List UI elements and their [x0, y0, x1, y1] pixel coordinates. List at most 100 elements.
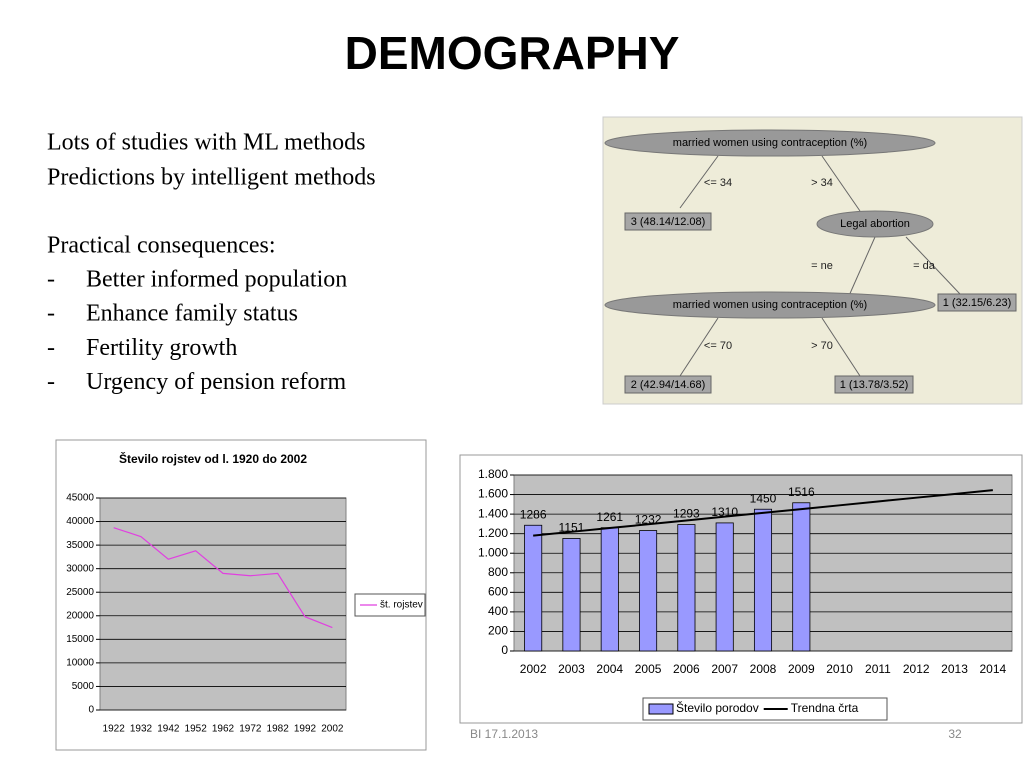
x-tick-label: 2004 [596, 662, 623, 676]
page-number: 32 [948, 727, 962, 741]
tree-node-label: Legal abortion [840, 218, 910, 230]
x-tick-label: 2002 [520, 662, 547, 676]
tree-edge [821, 317, 861, 377]
bar [753, 508, 773, 652]
y-tick-label: 0 [501, 643, 508, 657]
text-heading: Practical consequences: [47, 233, 276, 259]
x-tick-label: 2013 [941, 662, 968, 676]
x-tick-label: 2011 [865, 662, 891, 676]
bar [639, 530, 658, 652]
plot-area [99, 497, 347, 711]
y-tick-label: 20000 [66, 610, 94, 621]
bullet-text: Better informed population [86, 267, 347, 293]
x-tick-label: 1992 [294, 724, 317, 735]
tree-node [604, 129, 936, 157]
x-tick-label: 2003 [558, 662, 585, 676]
slide-title: DEMOGRAPHY [345, 27, 680, 79]
bar [715, 522, 734, 652]
tree-edge [679, 155, 719, 209]
y-tick-label: 5000 [72, 681, 95, 692]
y-tick-label: 0 [88, 705, 94, 716]
series-line [533, 489, 993, 537]
bar [524, 524, 543, 652]
bar [562, 538, 581, 652]
bar-value-label: 1516 [788, 485, 815, 499]
tree-leaf-label: 1 (32.15/6.23) [943, 297, 1012, 309]
bullet-marker: - [47, 301, 55, 327]
tree-edge-label: = da [913, 260, 936, 272]
x-tick-label: 1942 [157, 724, 180, 735]
tree-edge-label: = ne [811, 260, 833, 272]
bar [600, 527, 619, 652]
tree-edge-label: > 70 [811, 340, 833, 352]
y-tick-label: 45000 [66, 493, 94, 504]
x-tick-label: 2007 [711, 662, 738, 676]
y-tick-label: 10000 [66, 658, 94, 669]
y-tick-label: 1.200 [478, 526, 508, 540]
footer-text: BI 17.1.2013 [470, 727, 538, 741]
x-tick-label: 2010 [826, 662, 853, 676]
tree-node [816, 210, 934, 238]
y-tick-label: 200 [488, 624, 508, 638]
series-line [113, 527, 333, 629]
tree-leaf [624, 375, 712, 394]
tree-panel [602, 116, 1023, 405]
legend-label: Trendna črta [791, 701, 859, 715]
x-tick-label: 2006 [673, 662, 700, 676]
y-tick-label: 800 [488, 565, 508, 579]
tree-edge-label: <= 70 [704, 340, 732, 352]
bullet-text: Fertility growth [86, 335, 237, 361]
tree-leaf-label: 2 (42.94/14.68) [631, 379, 706, 391]
bar-value-label: 1286 [520, 507, 547, 521]
x-tick-label: 2002 [321, 724, 344, 735]
bar [792, 502, 811, 652]
tree-node-label: married women using contraception (%) [673, 299, 867, 311]
tree-leaf [937, 293, 1017, 312]
x-tick-label: 1972 [239, 724, 262, 735]
tree-leaf-label: 3 (48.14/12.08) [631, 216, 706, 228]
bullet-marker: - [47, 335, 55, 361]
y-tick-label: 35000 [66, 540, 94, 551]
legend-swatch [648, 703, 674, 715]
chart-title: Število rojstev od l. 1920 do 2002 [119, 451, 307, 466]
bullet-text: Urgency of pension reform [86, 369, 346, 395]
x-tick-label: 1962 [212, 724, 235, 735]
bullet-marker: - [47, 267, 55, 293]
legend-label: št. rojstev [380, 600, 423, 611]
tree-leaf [834, 375, 914, 394]
tree-edge-label: <= 34 [704, 177, 732, 189]
x-tick-label: 2005 [635, 662, 662, 676]
y-tick-label: 15000 [66, 634, 94, 645]
x-tick-label: 2012 [903, 662, 930, 676]
tree-leaf-label: 1 (13.78/3.52) [840, 379, 909, 391]
x-tick-label: 2009 [788, 662, 815, 676]
legend-box [354, 593, 426, 617]
y-tick-label: 25000 [66, 587, 94, 598]
x-tick-label: 2008 [750, 662, 777, 676]
x-tick-label: 1982 [267, 724, 290, 735]
y-tick-label: 1.000 [478, 545, 508, 559]
tree-node [604, 291, 936, 319]
bar [677, 524, 696, 652]
x-tick-label: 1922 [103, 724, 126, 735]
tree-leaf [624, 212, 712, 231]
bar-value-label: 1450 [750, 491, 777, 505]
legend-label: Število porodov [676, 700, 759, 715]
bar-value-label: 1261 [596, 510, 623, 524]
bullet-text: Enhance family status [86, 301, 298, 327]
tree-edge [847, 236, 876, 299]
bar-value-label: 1293 [673, 507, 700, 521]
y-tick-label: 1.800 [478, 467, 508, 481]
x-tick-label: 1932 [130, 724, 153, 735]
tree-edge-label: > 34 [811, 177, 833, 189]
y-tick-label: 400 [488, 604, 508, 618]
x-tick-label: 1952 [185, 724, 208, 735]
x-tick-label: 2014 [979, 662, 1006, 676]
y-tick-label: 1.600 [478, 487, 508, 501]
tree-edge [679, 317, 719, 377]
y-tick-label: 40000 [66, 516, 94, 527]
bullet-marker: - [47, 369, 55, 395]
tree-edge [821, 155, 861, 212]
y-tick-label: 1.400 [478, 506, 508, 520]
y-tick-label: 600 [488, 585, 508, 599]
